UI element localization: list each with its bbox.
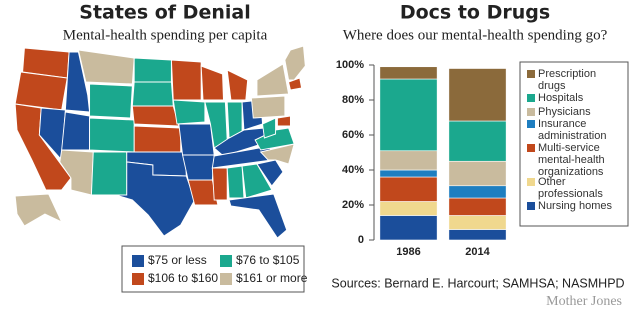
y-tick-label: 60% (342, 129, 364, 141)
state (228, 193, 288, 239)
bar-segment (448, 197, 507, 216)
state (256, 159, 284, 187)
plot: 0 20% 40% 60% 80% 100% 1986 2014 (336, 59, 507, 258)
legend-item: Hospitals (538, 92, 584, 104)
state (89, 117, 135, 153)
state (181, 154, 215, 181)
legend-label: Multi-service mental-health organization… (538, 142, 605, 178)
legend-swatch (527, 202, 535, 210)
state (187, 179, 219, 206)
legend-item: Other professionals (538, 176, 603, 200)
legend-label: Insurance administration (538, 118, 607, 142)
state (172, 99, 206, 125)
legend-item: Multi-service mental-health organization… (538, 142, 605, 178)
legend-swatch (527, 94, 535, 102)
legend-swatch (527, 144, 535, 152)
legend-label: $106 to $160 (148, 271, 218, 285)
legend-label: $76 to $105 (236, 253, 300, 267)
state (115, 161, 196, 237)
us-map (14, 45, 306, 239)
credit: Mother Jones (546, 294, 622, 309)
state (211, 167, 228, 201)
bar-segment (379, 150, 438, 171)
legend-swatch (220, 273, 232, 285)
state (288, 77, 303, 91)
legend-swatch (527, 120, 535, 128)
state (131, 81, 174, 107)
legend-swatch (527, 108, 535, 116)
legend-item: Insurance administration (538, 118, 607, 142)
state (133, 125, 182, 153)
bar-segment (448, 68, 507, 122)
x-tick-label: 1986 (396, 246, 420, 258)
state (226, 69, 249, 101)
sources: Sources: Bernard E. Harcourt; SAMHSA; NA… (331, 276, 624, 290)
map-legend: $75 or less $76 to $105 $106 to $160 $161 o… (132, 253, 308, 285)
map-subtitle: Mental-health spending per capita (63, 27, 268, 43)
legend-item: Physicians (538, 106, 591, 118)
bar-segment (379, 201, 438, 216)
y-tick-label: 80% (342, 94, 364, 106)
state (170, 59, 202, 101)
state (89, 83, 133, 119)
legend-swatch (132, 273, 144, 285)
legend-label: $75 or less (148, 253, 207, 267)
legend-swatch (527, 70, 535, 78)
legend-label: Physicians (538, 106, 591, 118)
y-tick-label: 40% (342, 164, 364, 176)
state (200, 65, 224, 101)
bar-segment (448, 229, 507, 241)
legend-item: Prescription drugs (538, 68, 597, 92)
map-title: States of Denial (79, 2, 250, 24)
state (14, 193, 63, 227)
state (256, 63, 290, 97)
bar-segment (379, 78, 438, 152)
legend-label: $161 or more (236, 271, 308, 285)
legend-swatch (527, 178, 535, 186)
state (14, 71, 68, 111)
state (90, 151, 128, 196)
bar-segment (379, 176, 438, 202)
state (262, 117, 277, 139)
state (284, 45, 306, 81)
bar-segment (448, 215, 507, 230)
state (226, 165, 245, 199)
legend-label: Prescription drugs (538, 68, 597, 92)
bar-segment (379, 215, 438, 241)
legend-label: Nursing homes (538, 200, 612, 212)
y-tick-label: 100% (336, 59, 364, 71)
state (250, 95, 286, 119)
legend-label: Hospitals (538, 92, 584, 104)
y-tick-label: 20% (342, 199, 364, 211)
state (64, 51, 91, 113)
bar-segment (379, 169, 438, 178)
legend-swatch (132, 255, 144, 267)
bar-segment (448, 160, 507, 187)
state (131, 105, 180, 127)
chart-legend-box (519, 61, 629, 227)
chart-title: Docs to Drugs (400, 2, 550, 24)
state (178, 123, 215, 156)
legend-label: Other professionals (538, 176, 603, 200)
legend-swatch (220, 255, 232, 267)
bar-segment (448, 120, 507, 162)
chart-subtitle: Where does our mental-health spending go… (343, 27, 608, 43)
state (133, 57, 172, 83)
state (241, 163, 273, 199)
state (77, 49, 135, 85)
state (276, 115, 291, 127)
legend-item: Nursing homes (538, 200, 612, 212)
y-tick-label: 0 (358, 234, 364, 246)
bar-segment (379, 66, 438, 80)
state (61, 111, 91, 151)
bar-segment (448, 185, 507, 199)
x-tick-label: 2014 (465, 246, 490, 258)
map-legend-box (121, 245, 305, 293)
